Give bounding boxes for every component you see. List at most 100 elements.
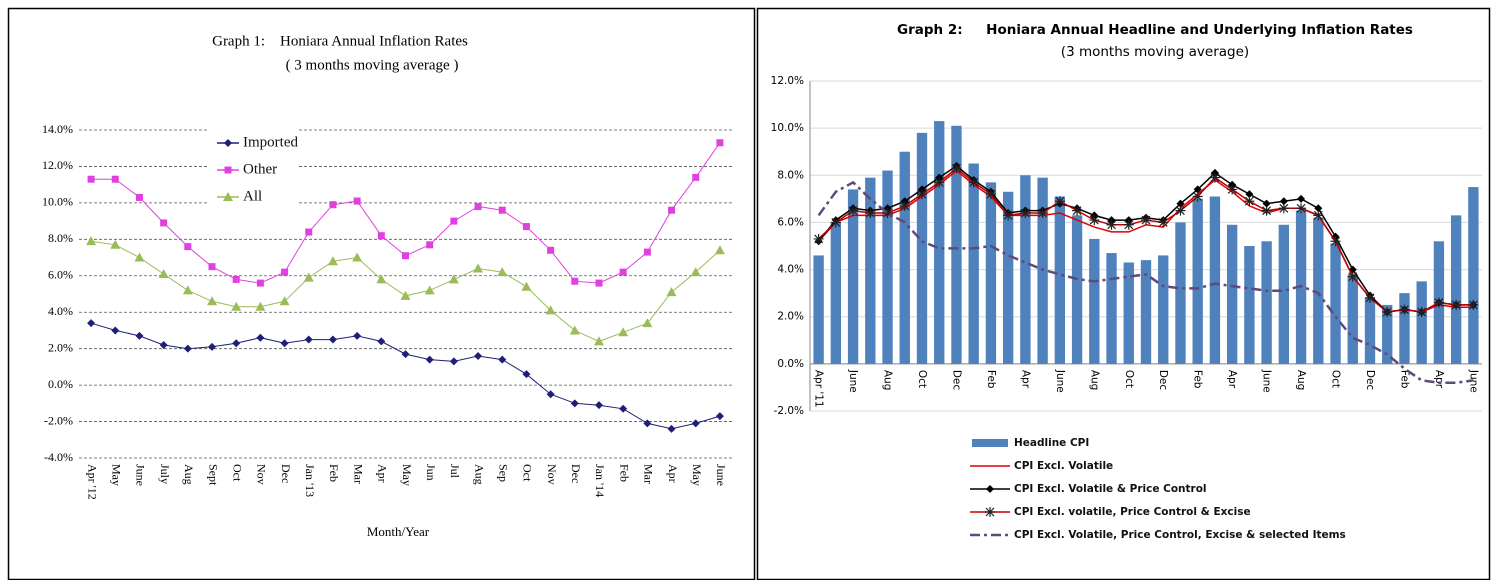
marker — [521, 281, 532, 291]
marker — [1054, 196, 1065, 207]
y-tick-label: -2.0% — [44, 413, 73, 427]
marker — [595, 279, 603, 287]
marker — [1399, 304, 1410, 315]
marker — [1227, 184, 1238, 195]
marker — [303, 272, 314, 282]
marker — [327, 256, 338, 266]
marker — [256, 333, 265, 342]
y-tick-label: 12.0% — [771, 75, 804, 87]
marker — [1072, 205, 1083, 216]
marker — [545, 305, 556, 315]
marker — [353, 197, 361, 205]
bar — [1364, 297, 1376, 364]
marker — [401, 350, 410, 359]
bar — [1278, 224, 1290, 364]
y-tick-label: 14.0% — [42, 122, 73, 136]
x-tick-label: Apr '11 — [813, 370, 825, 408]
marker — [643, 248, 651, 256]
chart-title: Graph 1: Honiara Annual Inflation Rates — [212, 33, 468, 49]
bar — [1071, 215, 1083, 364]
x-tick-label: Aug — [182, 464, 196, 485]
bar — [813, 255, 824, 364]
bar — [1123, 262, 1134, 364]
x-tick-label: Oct — [230, 464, 244, 482]
series-line — [817, 180, 1474, 384]
marker — [593, 336, 604, 346]
legend-label: Headline CPI — [1014, 437, 1089, 449]
marker — [642, 318, 653, 328]
x-tick-label: May — [110, 464, 124, 486]
marker — [569, 325, 580, 335]
bar — [1347, 274, 1358, 364]
marker — [619, 268, 627, 276]
marker — [619, 404, 628, 413]
x-tick-label: Apr '12 — [85, 464, 99, 500]
bar — [830, 222, 842, 364]
chart: Graph 2: Honiara Annual Headline and Und… — [771, 22, 1482, 541]
chart-subtitle: ( 3 months moving average ) — [286, 57, 459, 73]
marker — [668, 206, 676, 214]
x-tick-label: Nov — [545, 464, 559, 485]
marker — [968, 177, 979, 188]
bar — [865, 177, 876, 364]
bar — [1158, 255, 1169, 364]
bar — [1106, 253, 1117, 364]
bar — [985, 182, 997, 364]
x-tick-label: Apr — [666, 464, 680, 483]
marker — [899, 200, 910, 211]
marker — [1262, 199, 1271, 208]
marker — [1297, 194, 1306, 203]
bar — [951, 125, 962, 364]
bar — [1089, 238, 1100, 364]
marker — [223, 192, 233, 201]
marker — [304, 335, 313, 344]
marker — [111, 326, 120, 335]
bar — [1209, 196, 1221, 364]
legend-label: Imported — [243, 134, 298, 150]
marker — [400, 290, 411, 300]
bar — [1020, 175, 1031, 364]
marker — [352, 252, 363, 262]
marker — [255, 301, 266, 311]
marker — [1209, 172, 1220, 183]
marker — [279, 296, 290, 306]
x-tick-label: Feb — [1398, 370, 1410, 389]
bar — [1175, 222, 1186, 364]
x-tick-label: Dec — [1364, 370, 1376, 391]
marker — [498, 355, 507, 364]
marker — [570, 399, 579, 408]
marker — [882, 208, 893, 218]
bar — [847, 189, 859, 364]
y-tick-label: -2.0% — [774, 405, 804, 417]
marker — [594, 401, 603, 410]
marker — [985, 507, 995, 517]
marker — [848, 205, 859, 216]
marker — [1261, 205, 1272, 216]
x-tick-label: Nov — [255, 464, 269, 485]
x-tick-label: Feb — [327, 464, 341, 482]
chart-subtitle: (3 months moving average) — [1061, 44, 1249, 60]
legend-label: Other — [243, 161, 277, 177]
marker — [1244, 196, 1255, 207]
marker — [87, 175, 95, 183]
bar — [882, 170, 893, 364]
panel-1 — [7, 7, 756, 580]
marker — [690, 267, 701, 277]
y-tick-label: 12.0% — [42, 158, 73, 172]
marker — [87, 319, 96, 328]
x-tick-label: Apr — [376, 464, 390, 483]
marker — [716, 139, 724, 147]
x-tick-label: Dec — [950, 370, 962, 391]
marker — [329, 201, 337, 209]
marker — [449, 357, 458, 366]
marker — [1141, 215, 1151, 226]
marker — [448, 274, 459, 284]
marker — [1176, 199, 1185, 208]
marker — [917, 189, 927, 200]
x-tick-label: Feb — [985, 370, 997, 389]
x-tick-label: Jan '13 — [303, 464, 317, 497]
marker — [160, 219, 168, 227]
bar — [1054, 196, 1066, 364]
marker — [618, 327, 629, 337]
bar — [899, 151, 910, 364]
